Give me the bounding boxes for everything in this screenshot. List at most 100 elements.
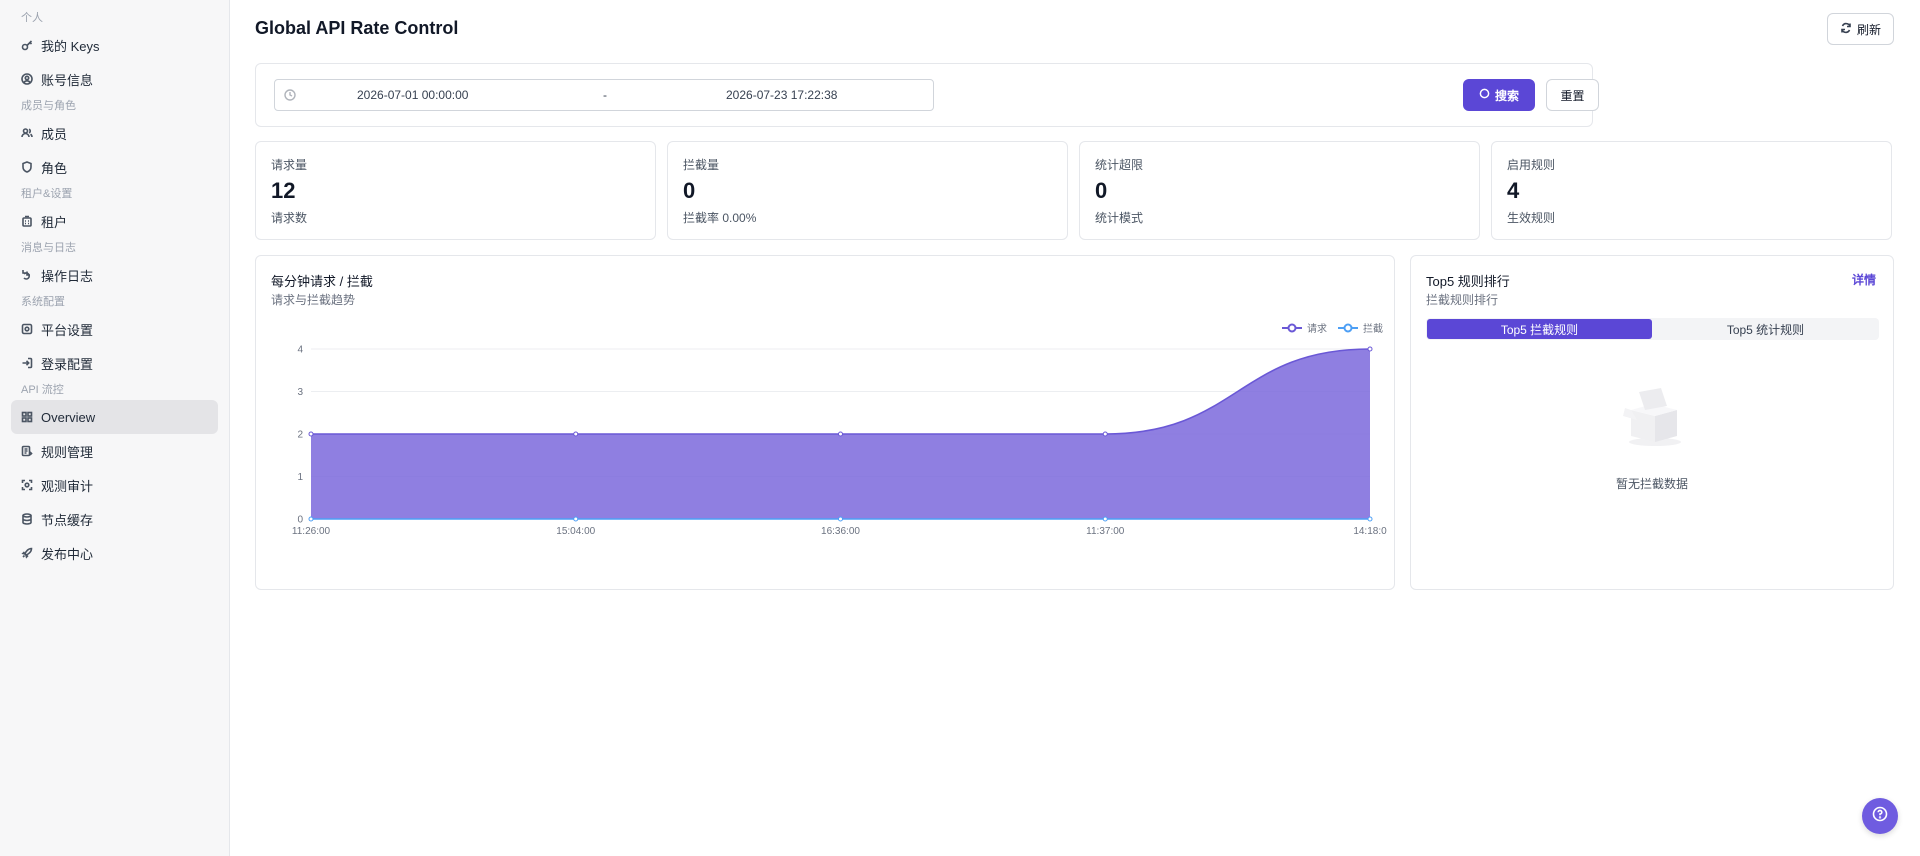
stat-label: 启用规则 — [1507, 158, 1556, 172]
rules-icon — [21, 445, 33, 457]
empty-text: 暂无拦截数据 — [1615, 477, 1688, 491]
sidebar-item[interactable]: 发布中心 — [11, 536, 218, 570]
sidebar-item[interactable]: 账号信息 — [11, 62, 218, 96]
sidebar-item[interactable]: 操作日志 — [11, 258, 218, 292]
range-separator: - — [603, 88, 607, 102]
sidebar-item[interactable]: 登录配置 — [11, 346, 218, 380]
sidebar-item-label: 平台设置 — [41, 322, 94, 338]
data-point — [308, 431, 314, 437]
range-end[interactable]: 2026-07-23 17:22:38 — [726, 88, 838, 102]
data-point — [838, 516, 843, 522]
sidebar-item[interactable]: 观测审计 — [11, 468, 218, 502]
log-icon — [21, 269, 33, 281]
key-icon — [21, 39, 33, 51]
y-tick-label: 0 — [297, 515, 303, 526]
sidebar-section-label: 成员与角色 — [21, 100, 76, 112]
detail-link[interactable]: 详情 — [1851, 273, 1876, 287]
sidebar-item-label: 节点缓存 — [41, 512, 94, 528]
refresh-icon — [1840, 22, 1852, 37]
sidebar-item-label: 操作日志 — [41, 268, 94, 284]
stat-value: 0 — [1095, 178, 1108, 203]
sidebar-item-label: 成员 — [41, 126, 68, 142]
shield-icon — [21, 161, 33, 173]
legend-label: 请求 — [1307, 324, 1327, 335]
top5-title: Top5 规则排行 — [1426, 274, 1510, 289]
legend-item[interactable]: 请求 — [1281, 320, 1327, 335]
stat-sub: 生效规则 — [1507, 211, 1556, 225]
sidebar-section-label: API 流控 — [21, 384, 64, 396]
sidebar-item-label: 账号信息 — [41, 72, 94, 88]
chart-legend: 请求 拦截 — [1281, 320, 1383, 335]
sidebar-item-label: 登录配置 — [41, 356, 94, 372]
data-point — [838, 431, 843, 437]
x-tick-label: 11:26:00 — [292, 526, 331, 537]
sidebar-item[interactable]: 平台设置 — [11, 312, 218, 346]
refresh-button[interactable]: 刷新 — [1826, 13, 1894, 45]
user-circle-icon — [21, 73, 33, 85]
stat-card: 统计超限 0 统计模式 — [1079, 141, 1480, 240]
sidebar-item-label: 租户 — [41, 214, 68, 230]
sidebar-item-label: Overview — [41, 409, 96, 425]
search-icon — [1479, 88, 1490, 102]
stat-value: 0 — [683, 178, 696, 203]
area-chart: 0 1 2 3 4 11:26:00 15:04:00 16:36:00 11:37:00 14:… — [292, 345, 1387, 538]
scan-icon — [21, 479, 33, 491]
stat-card: 启用规则 4 生效规则 — [1491, 141, 1892, 240]
sidebar-item[interactable]: 规则管理 — [11, 434, 218, 468]
settings-icon — [21, 323, 33, 335]
sidebar-section-label: 系统配置 — [21, 296, 65, 308]
legend-marker — [1338, 323, 1358, 332]
clock-icon — [284, 89, 296, 101]
sidebar-item[interactable]: Overview — [11, 400, 218, 434]
stat-value: 12 — [271, 178, 296, 203]
help-button[interactable] — [1862, 798, 1898, 834]
data-point — [573, 431, 579, 437]
sidebar-item[interactable]: 成员 — [11, 116, 218, 150]
sidebar-item-label: 观测审计 — [41, 478, 94, 494]
rocket-icon — [21, 547, 33, 559]
stat-card: 请求量 12 请求数 — [255, 141, 656, 240]
stat-sub: 请求数 — [271, 211, 308, 225]
sidebar-item-label: 规则管理 — [41, 444, 94, 460]
legend-marker — [1282, 323, 1302, 332]
sidebar-item[interactable]: 角色 — [11, 150, 218, 184]
stat-label: 统计超限 — [1095, 158, 1144, 172]
building-icon — [21, 215, 33, 227]
grid-icon — [21, 411, 33, 423]
stat-label: 拦截量 — [683, 158, 720, 172]
data-point — [1102, 516, 1108, 522]
help-icon — [1872, 806, 1888, 827]
stat-label: 请求量 — [271, 158, 308, 172]
page-title: Global API Rate Control — [255, 18, 459, 38]
range-start[interactable]: 2026-07-01 00:00:00 — [357, 88, 469, 102]
sidebar-item[interactable]: 我的 Keys — [11, 28, 218, 62]
top5-subtitle: 拦截规则排行 — [1426, 293, 1499, 307]
top5-card: Top5 规则排行 拦截规则排行 详情 Top5 拦截规则 Top5 统计规则 … — [1410, 255, 1894, 590]
x-tick-label: 14:18:0 — [1353, 526, 1387, 537]
users-icon — [21, 127, 33, 139]
x-tick-label: 11:37:00 — [1086, 526, 1125, 537]
legend-item[interactable]: 拦截 — [1337, 320, 1383, 335]
sidebar: 个人我的 Keys 账号信息成员与角色成员角色租户&设置租户消息与日志操作日志系统… — [0, 0, 230, 856]
sidebar-section-label: 消息与日志 — [21, 242, 76, 254]
top5-tabs: Top5 拦截规则 Top5 统计规则 — [1426, 318, 1879, 340]
sidebar-section-label: 个人 — [21, 12, 43, 24]
y-tick-label: 1 — [297, 472, 303, 483]
database-icon — [21, 513, 33, 525]
y-tick-label: 4 — [297, 345, 303, 356]
y-tick-label: 2 — [297, 430, 303, 441]
reset-button[interactable]: 重置 — [1546, 79, 1599, 111]
chart-subtitle: 请求与拦截趋势 — [271, 293, 356, 307]
tab-top5-block-rules[interactable]: Top5 拦截规则 — [1427, 319, 1652, 339]
search-button[interactable]: 搜索 — [1463, 79, 1535, 111]
refresh-label: 刷新 — [1856, 22, 1881, 37]
date-range-picker[interactable]: 2026-07-01 00:00:00 - 2026-07-23 17:22:3… — [274, 79, 934, 111]
stat-card: 拦截量 0 拦截率 0.00% — [667, 141, 1068, 240]
sidebar-item[interactable]: 节点缓存 — [11, 502, 218, 536]
y-tick-label: 3 — [297, 387, 303, 398]
sidebar-item[interactable]: 租户 — [11, 204, 218, 238]
login-icon — [21, 357, 33, 369]
tab-top5-stat-rules[interactable]: Top5 统计规则 — [1726, 322, 1805, 337]
stat-sub: 统计模式 — [1095, 211, 1144, 225]
sidebar-section-label: 租户&设置 — [21, 188, 73, 200]
